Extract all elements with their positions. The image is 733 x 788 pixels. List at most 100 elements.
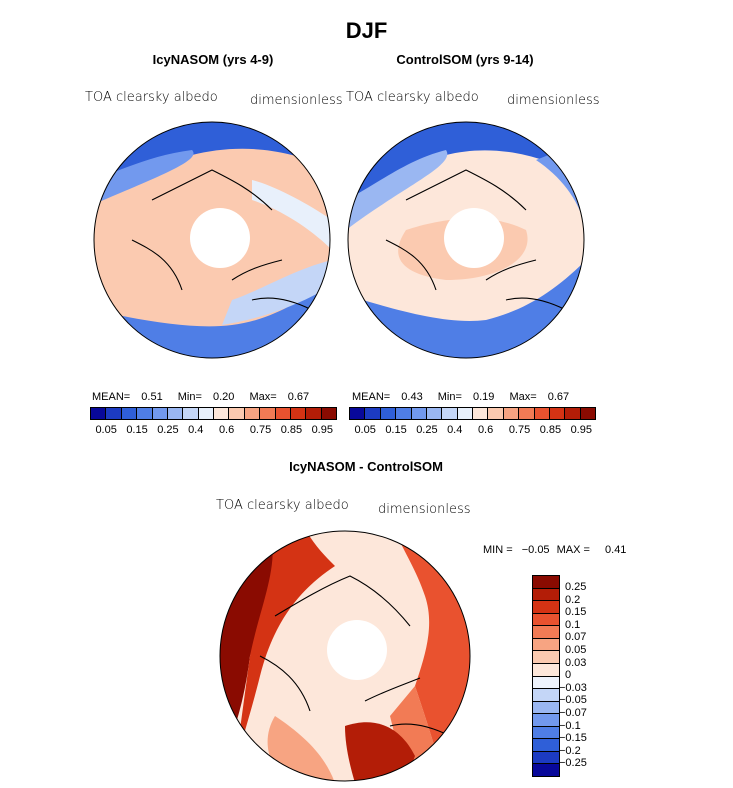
- diff-colorbar-swatch: [533, 576, 559, 589]
- coastlines: [259, 575, 451, 737]
- stats-controlsom: MEAN= 0.43 Min= 0.19 Max= 0.67: [352, 391, 569, 403]
- variable-label-controlsom: TOA clearsky albedo: [346, 90, 479, 105]
- colorbar-swatch: [290, 408, 307, 419]
- colorbar-tick-label: 0.25: [157, 424, 179, 436]
- ocean-mid-band: [94, 150, 194, 205]
- diff-colorbar-swatch: [533, 626, 559, 639]
- colorbar-swatch: [275, 408, 291, 419]
- diff-colorbar-label: −0.05: [559, 694, 587, 707]
- diff-min-max: MIN = −0.05 MAX = 0.41: [483, 544, 626, 556]
- max-value: 0.67: [287, 391, 310, 403]
- colorbar-swatch: [426, 408, 443, 419]
- coastlines: [131, 169, 313, 311]
- pole-hole: [327, 620, 387, 680]
- colorbar-swatch: [503, 408, 520, 419]
- diff-colorbar-swatch: [533, 663, 559, 677]
- colorbar-swatch: [565, 408, 581, 419]
- pacific-low-albedo: [94, 122, 330, 200]
- diff-colorbar-swatch: [533, 751, 559, 765]
- colorbar-swatch: [580, 408, 595, 419]
- colorbar-tick-label: 0.75: [508, 424, 531, 436]
- pacific-low-albedo: [348, 122, 584, 210]
- min-value: 0.19: [472, 391, 495, 403]
- diff-variable-label: TOA clearsky albedo: [216, 498, 349, 513]
- diff-panel-title: IcyNASOM - ControlSOM: [289, 459, 443, 474]
- polar-map-difference: [219, 530, 471, 782]
- diff-units-label: dimensionless: [378, 502, 471, 517]
- colorbar-tick-label: 0.15: [385, 424, 407, 436]
- colorbar-tick-label: 0.6: [477, 424, 494, 436]
- diff-colorbar: [532, 575, 560, 777]
- diff-colorbar-label: 0.2: [565, 593, 581, 606]
- colorbar-swatch: [152, 408, 168, 419]
- diff-colorbar-label: 0.1: [565, 618, 581, 631]
- siberia-pale-band: [252, 180, 330, 250]
- ocean-mid-band: [348, 150, 448, 230]
- diff-colorbar-swatch: [533, 714, 559, 727]
- diff-colorbar-swatch: [533, 701, 559, 715]
- mean-label: MEAN=: [92, 391, 131, 403]
- map-border: [219, 530, 471, 782]
- colorbar-swatch: [121, 408, 138, 419]
- pole-hole: [190, 208, 250, 268]
- atlantic-low-albedo: [94, 280, 330, 358]
- diff-max-value: 0.41: [605, 544, 627, 556]
- polar-map-icynasom: [93, 121, 331, 359]
- diff-colorbar-swatch: [533, 764, 559, 776]
- colorbar-tick-label: 0.25: [416, 424, 438, 436]
- max-label: Max=: [249, 391, 277, 403]
- colorbar-controlsom: [349, 407, 596, 420]
- diff-colorbar-swatch: [533, 689, 559, 702]
- colorbar-swatch: [306, 408, 322, 419]
- diff-colorbar-swatch: [533, 601, 559, 614]
- mean-value: 0.51: [141, 391, 163, 403]
- colorbar-swatch: [519, 408, 535, 419]
- colorbar-swatch: [198, 408, 214, 419]
- polar-map-controlsom: [347, 121, 585, 359]
- colorbar-swatch: [380, 408, 397, 419]
- figure-title: DJF: [345, 18, 388, 43]
- pole-hole: [444, 208, 504, 268]
- diff-colorbar-label: 0.03: [565, 656, 587, 669]
- diff-colorbar-label: 0.05: [565, 644, 587, 656]
- colorbar-swatch: [442, 408, 458, 419]
- colorbar-swatch: [350, 408, 366, 419]
- colorbar-swatch: [106, 408, 122, 419]
- colorbar-swatch: [167, 408, 184, 419]
- colorbar-tick-label: 0.95: [570, 424, 592, 436]
- diff-max-label: MAX =: [556, 544, 590, 556]
- colorbar-swatch: [260, 408, 276, 419]
- diff-colorbar-label: −0.15: [559, 732, 587, 745]
- diff-colorbar-label: −0.1: [559, 719, 581, 732]
- colorbar-swatch: [229, 408, 245, 419]
- colorbar-swatch: [137, 408, 153, 419]
- diff-min-label: MIN =: [483, 544, 513, 556]
- scandinavia-positive: [345, 722, 415, 781]
- diff-colorbar-label: −0.2: [559, 744, 581, 757]
- colorbar-swatch: [244, 408, 261, 419]
- map-border: [347, 121, 585, 359]
- colorbar-icynasom: [90, 407, 337, 420]
- diff-colorbar-swatch: [533, 726, 559, 740]
- max-value: 0.67: [547, 391, 570, 403]
- colorbar-tick-label: 0.05: [95, 424, 117, 436]
- variable-label-icynasom: TOA clearsky albedo: [85, 90, 218, 105]
- colorbar-swatch: [91, 408, 107, 419]
- colorbar-swatch: [457, 408, 473, 419]
- colorbar-swatch: [365, 408, 381, 419]
- colorbar-swatch: [473, 408, 489, 419]
- colorbar-tick-label: 0.6: [218, 424, 235, 436]
- coastlines: [385, 169, 567, 311]
- diff-colorbar-label: 0.07: [565, 631, 587, 644]
- diff-colorbar-swatch: [533, 638, 559, 652]
- colorbar-swatch: [549, 408, 566, 419]
- diff-colorbar-swatch: [533, 613, 559, 627]
- max-label: Max=: [509, 391, 537, 403]
- mean-label: MEAN=: [352, 391, 391, 403]
- diff-colorbar-label: 0.15: [565, 606, 587, 619]
- panel-title-icynasom: IcyNASOM (yrs 4-9): [152, 52, 274, 67]
- pacific-positive-band: [235, 531, 335, 766]
- diff-colorbar-label: −0.25: [559, 757, 587, 770]
- colorbar-swatch: [411, 408, 427, 419]
- colorbar-swatch: [534, 408, 550, 419]
